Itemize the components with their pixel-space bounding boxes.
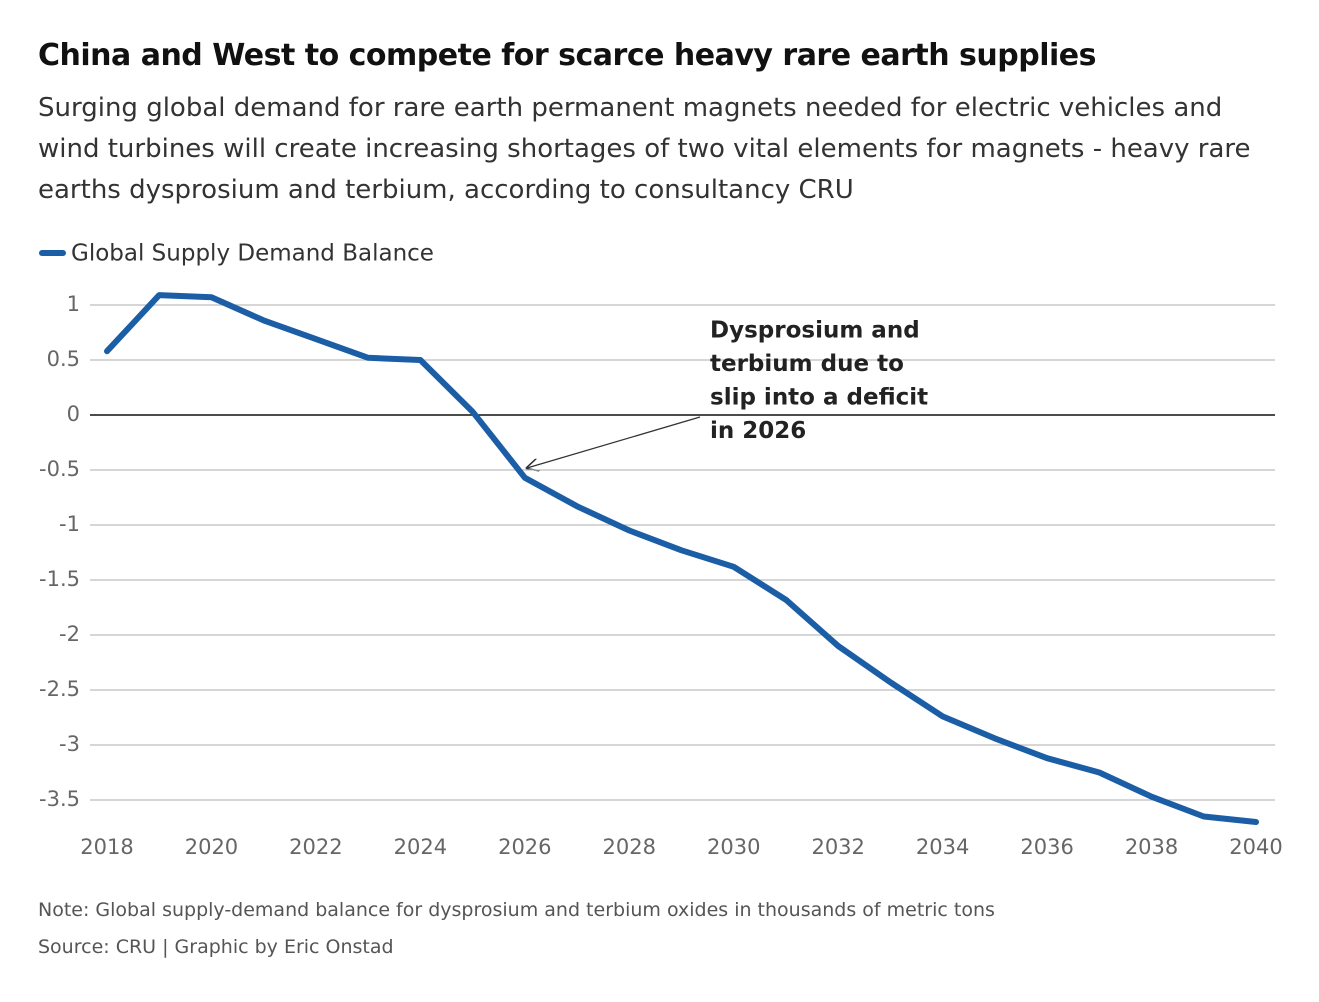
y-tick-label: -2 [59,622,80,646]
y-tick-label: -2.5 [39,677,80,701]
y-tick-label: -0.5 [39,457,80,481]
x-tick-label: 2038 [1125,835,1178,859]
x-tick-label: 2028 [603,835,656,859]
x-tick-label: 2040 [1229,835,1282,859]
y-tick-label: 1 [67,292,80,316]
x-tick-label: 2026 [498,835,551,859]
annotation-arrow [527,416,701,468]
y-tick-label: 0 [67,402,80,426]
y-tick-label: -1 [59,512,80,536]
x-tick-label: 2032 [811,835,864,859]
note: Note: Global supply-demand balance for d… [38,899,995,921]
y-tick-label: 0.5 [47,347,80,371]
x-tick-label: 2018 [80,835,133,859]
x-tick-label: 2020 [185,835,238,859]
x-tick-label: 2022 [289,835,342,859]
y-tick-label: -3 [59,732,80,756]
source: Source: CRU | Graphic by Eric Onstad [38,936,394,958]
annotation: slip into a deficit [710,385,928,411]
x-tick-label: 2024 [394,835,447,859]
y-tick-label: -3.5 [39,787,80,811]
annotation: in 2026 [710,418,806,444]
data-line [104,292,1259,825]
x-tick-label: 2036 [1020,835,1073,859]
chart-title: China and West to compete for scarce hea… [38,38,1096,73]
chart-subtitle: Surging global demand for rare earth per… [38,93,1251,205]
annotation: Dysprosium and [710,318,920,344]
x-tick-label: 2030 [707,835,760,859]
legend-label: Global Supply Demand Balance [71,241,434,267]
y-tick-label: -1.5 [39,567,80,591]
x-tick-label: 2034 [916,835,969,859]
annotation: terbium due to [710,351,904,377]
